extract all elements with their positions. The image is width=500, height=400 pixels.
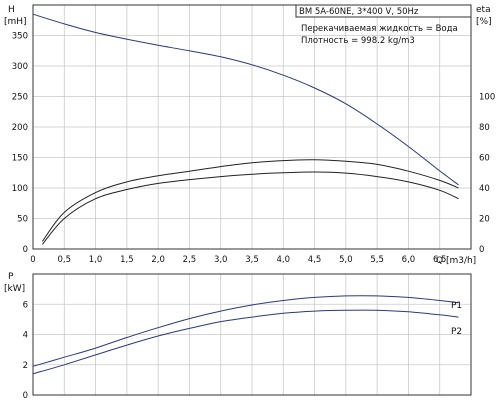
x-tick-label: 1,5: [120, 255, 134, 265]
head-curve: [32, 13, 459, 186]
y-left-tick-label: 350: [12, 32, 28, 42]
x-tick-label: 3,0: [214, 255, 228, 265]
x-tick-label: 2,5: [183, 255, 197, 265]
annotation-fluid: Перекачиваемая жидкость = Вода: [301, 24, 458, 34]
y-left-tick-label: 0: [23, 245, 28, 255]
legend-p1: P1: [451, 301, 462, 311]
y-left-tick-label: 300: [12, 62, 28, 72]
x-tick-label: 5,5: [370, 255, 384, 265]
title-box: [295, 4, 472, 18]
x-tick-label: 4,0: [277, 255, 291, 265]
y-right-tick-label: 60: [479, 154, 490, 164]
y-left-tick-label: 100: [12, 184, 28, 194]
y-power-unit: [kW]: [4, 284, 25, 294]
curves: [32, 13, 459, 375]
tick-labels: 0 0,5 1,0 1,5 2,0 2,5 3,0 3,5 4,0 4,5 5,0 5,5 6,0 6,5…: [12, 32, 495, 400]
power-curve-p1: [32, 295, 459, 367]
x-tick-label: 0: [30, 255, 35, 265]
y-right-tick-label: 20: [479, 215, 490, 225]
y-left-unit: [mH]: [4, 17, 27, 27]
x-tick-label: 3,5: [245, 255, 259, 265]
y-right-tick-label: 40: [479, 184, 490, 194]
y-left-tick-label: 200: [12, 123, 28, 133]
x-tick-label: 6,5: [433, 255, 447, 265]
x-tick-label: 1,0: [89, 255, 103, 265]
y-right-label: eta: [476, 5, 491, 15]
x-tick-label: 5,0: [339, 255, 353, 265]
y-power-tick-label: 2: [23, 361, 28, 371]
y-left-tick-label: 250: [12, 93, 28, 103]
head-panel-frame: [32, 4, 472, 250]
y-right-tick-label: 100: [479, 93, 495, 103]
annotation-density: Плотность = 998.2 kg/m3: [301, 36, 415, 46]
power-curve-p2: [32, 309, 459, 375]
y-power-tick-label: 6: [23, 300, 28, 310]
power-grid: [33, 274, 471, 395]
x-tick-label: 4,5: [308, 255, 322, 265]
y-power-tick-label: 4: [23, 331, 28, 341]
y-left-label: H: [8, 5, 15, 15]
x-axis-label: Q [m3/h]: [436, 256, 476, 266]
y-left-tick-label: 150: [12, 154, 28, 164]
x-tick-label: 2,0: [151, 255, 165, 265]
y-left-tick-label: 50: [17, 215, 28, 225]
y-right-tick-label: 80: [479, 123, 490, 133]
y-power-tick-label: 0: [23, 391, 28, 400]
power-panel-frame: [32, 273, 472, 396]
x-tick-label: 6,0: [402, 255, 416, 265]
chart-title: BM 5A-60NE, 3*400 V, 50Hz: [299, 7, 419, 17]
head-grid: [33, 5, 471, 249]
efficiency-curve-2: [42, 171, 459, 245]
y-right-tick-label: 0: [479, 245, 484, 255]
y-right-unit: [%]: [476, 17, 492, 27]
legend-p2: P2: [451, 327, 462, 337]
efficiency-curve-1: [41, 159, 459, 242]
x-tick-label: 0,5: [58, 255, 72, 265]
y-power-label: P: [8, 272, 14, 282]
